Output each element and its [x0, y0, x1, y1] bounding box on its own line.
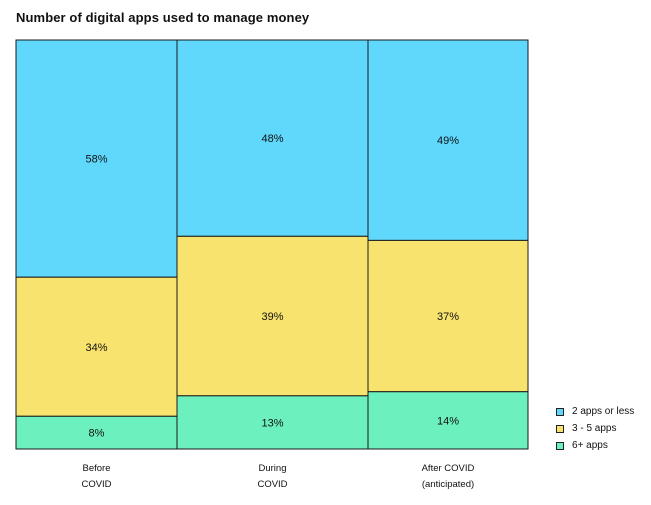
legend-swatch: [556, 441, 564, 450]
bar-segment: [176, 395, 369, 450]
data-label: 13%: [261, 417, 283, 429]
category-label: After COVID: [422, 463, 475, 474]
legend: 2 apps or less 3 - 5 apps 6+ apps: [556, 403, 634, 454]
data-label: 58%: [85, 154, 107, 166]
data-label: 48%: [261, 133, 283, 145]
category-label: (anticipated): [422, 479, 474, 490]
legend-label: 3 - 5 apps: [572, 423, 617, 434]
legend-label: 2 apps or less: [572, 406, 635, 417]
data-label: 37%: [437, 311, 459, 323]
data-label: 49%: [437, 135, 459, 147]
data-label: 39%: [261, 311, 283, 323]
data-label: 14%: [437, 415, 459, 427]
category-label: COVID: [257, 479, 287, 490]
bar-segment: [176, 235, 369, 397]
category-label: Before: [83, 463, 111, 474]
bar-segment: [367, 39, 529, 241]
category-label: During: [259, 463, 287, 474]
legend-swatch: [556, 407, 564, 416]
legend-item: 3 - 5 apps: [556, 420, 634, 437]
data-label: 8%: [89, 428, 105, 440]
legend-item: 6+ apps: [556, 437, 634, 454]
bar-segment: [367, 391, 529, 450]
chart-title: Number of digital apps used to manage mo…: [16, 10, 310, 25]
legend-swatch: [556, 424, 564, 433]
data-label: 34%: [85, 342, 107, 354]
legend-label: 6+ apps: [572, 440, 608, 451]
category-label: COVID: [81, 479, 111, 490]
legend-item: 2 apps or less: [556, 403, 634, 420]
bar-segment: [367, 239, 529, 393]
bar-segment: [176, 39, 369, 237]
